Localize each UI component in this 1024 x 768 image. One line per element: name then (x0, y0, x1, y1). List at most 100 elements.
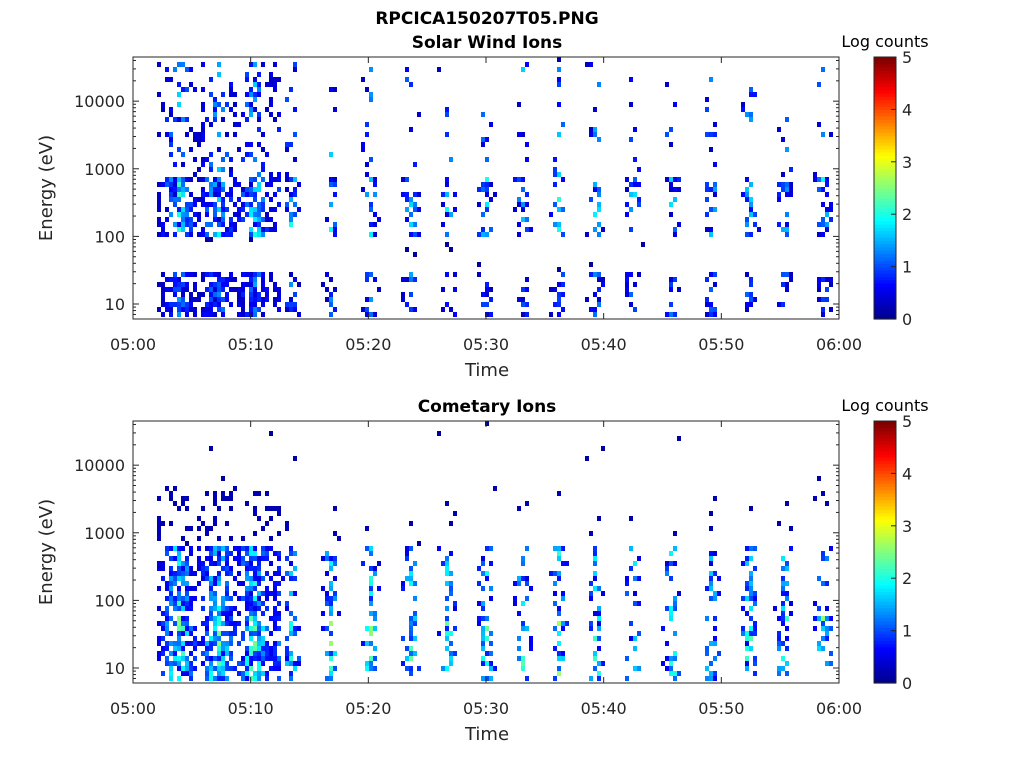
heatmap-cell (329, 596, 333, 601)
heatmap-cell (821, 202, 825, 207)
heatmap-cell (373, 611, 377, 616)
heatmap-cell (557, 312, 561, 317)
heatmap-cell (209, 162, 213, 167)
heatmap-cell (177, 546, 181, 551)
heatmap-cell (405, 576, 409, 581)
heatmap-cell (445, 561, 449, 566)
heatmap-cell (221, 611, 225, 616)
colorbar-tick-label: 3 (902, 153, 912, 172)
heatmap-cell (373, 232, 377, 237)
heatmap-cell (269, 651, 273, 656)
heatmap-cell (489, 197, 493, 202)
heatmap-cell (253, 606, 257, 611)
heatmap-cell (273, 177, 277, 182)
heatmap-cell (557, 671, 561, 676)
heatmap-cell (257, 72, 261, 77)
heatmap-cell (277, 556, 281, 561)
heatmap-cell (709, 556, 713, 561)
heatmap-cell (597, 192, 601, 197)
heatmap-cell (517, 197, 521, 202)
heatmap-cell (665, 606, 669, 611)
heatmap-cell (161, 272, 165, 277)
heatmap-cell (289, 591, 293, 596)
heatmap-cell (777, 197, 781, 202)
heatmap-cell (749, 596, 753, 601)
heatmap-cell (445, 621, 449, 626)
colorbar-segment (874, 148, 896, 153)
colorbar-segment (874, 292, 896, 297)
heatmap-cell (409, 666, 413, 671)
heatmap-cell (245, 576, 249, 581)
heatmap-cell (185, 571, 189, 576)
heatmap-cell (561, 626, 565, 631)
heatmap-cell (677, 671, 681, 676)
heatmap-cell (201, 521, 205, 526)
heatmap-cell (217, 62, 221, 67)
heatmap-cell (409, 576, 413, 581)
heatmap-cell (673, 187, 677, 192)
heatmap-cell (249, 666, 253, 671)
heatmap-cell (217, 616, 221, 621)
heatmap-cell (213, 177, 217, 182)
heatmap-cell (597, 516, 601, 521)
heatmap-cell (601, 446, 605, 451)
heatmap-cell (217, 277, 221, 282)
heatmap-cell (273, 666, 277, 671)
heatmap-cell (221, 601, 225, 606)
heatmap-cell (401, 581, 405, 586)
heatmap-cell (245, 676, 249, 681)
heatmap-cell (673, 546, 677, 551)
heatmap-cell (597, 606, 601, 611)
heatmap-cell (289, 282, 293, 287)
heatmap-cell (177, 666, 181, 671)
heatmap-cell (253, 62, 257, 67)
heatmap-cell (745, 561, 749, 566)
heatmap-cell (565, 561, 569, 566)
heatmap-cell (749, 586, 753, 591)
heatmap-cell (709, 227, 713, 232)
heatmap-cell (261, 132, 265, 137)
heatmap-cell (825, 616, 829, 621)
heatmap-cell (445, 302, 449, 307)
heatmap-cell (489, 312, 493, 317)
heatmap-cell (177, 82, 181, 87)
heatmap-cell (401, 177, 405, 182)
heatmap-cell (209, 92, 213, 97)
heatmap-cell (517, 232, 521, 237)
colorbar-segment (874, 191, 896, 196)
heatmap-cell (781, 182, 785, 187)
heatmap-cell (557, 282, 561, 287)
heatmap-cell (169, 586, 173, 591)
heatmap-cell (453, 192, 457, 197)
heatmap-cell (597, 621, 601, 626)
colorbar-segment (874, 660, 896, 664)
heatmap-cell (193, 586, 197, 591)
heatmap-cell (157, 606, 161, 611)
heatmap-cell (209, 596, 213, 601)
heatmap-cell (401, 192, 405, 197)
heatmap-cell (197, 526, 201, 531)
heatmap-cell (705, 212, 709, 217)
colorbar-segment (874, 89, 896, 94)
heatmap-cell (237, 197, 241, 202)
heatmap-cell (553, 626, 557, 631)
heatmap-cell (249, 87, 253, 92)
colorbar-segment (874, 237, 896, 241)
heatmap-cell (553, 172, 557, 177)
heatmap-cell (237, 596, 241, 601)
heatmap-cell (177, 571, 181, 576)
heatmap-cell (329, 292, 333, 297)
heatmap-cell (165, 596, 169, 601)
heatmap-cell (245, 77, 249, 82)
heatmap-cell (521, 626, 525, 631)
heatmap-cell (241, 671, 245, 676)
colorbar-segment (874, 201, 896, 205)
heatmap-cell (257, 651, 261, 656)
heatmap-cell (213, 521, 217, 526)
heatmap-cell (289, 212, 293, 217)
heatmap-cell (329, 651, 333, 656)
heatmap-cell (237, 641, 241, 646)
heatmap-cell (481, 641, 485, 646)
heatmap-cell (405, 247, 409, 252)
